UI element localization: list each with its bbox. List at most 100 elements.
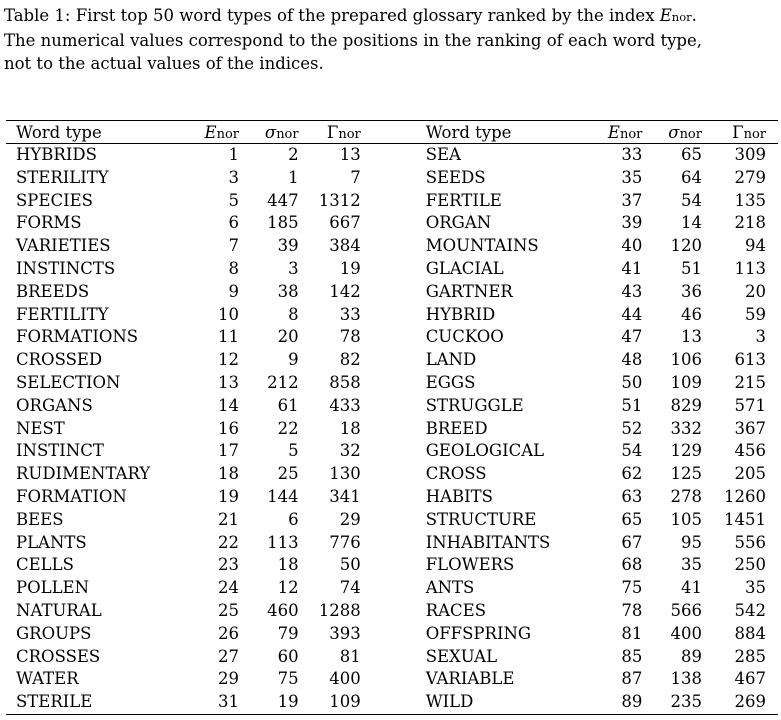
column-gap	[361, 486, 416, 509]
header-e-nor-left: Enor	[182, 120, 239, 144]
e-nor-cell-left: 23	[218, 555, 239, 575]
gamma-nor-cell-left: 393	[329, 623, 361, 643]
gamma-nor-cell-left: 19	[339, 258, 361, 278]
gamma-nor-cell-left: 1312	[318, 190, 361, 210]
word-type-cell-right: HYBRID	[425, 304, 496, 324]
sigma-nor-cell-left: 9	[288, 350, 299, 370]
sigma-nor-cell-right: 64	[680, 167, 702, 187]
table-row: SELECTION 13 212 858 EGGS 50 109 215	[6, 372, 778, 395]
e-nor-cell-left: 1	[228, 145, 240, 164]
table-row: CELLS 23 18 50 FLOWERS 68 35 250	[6, 554, 778, 577]
sigma-nor-cell-right: 138	[670, 669, 702, 689]
word-type-cell-left: FERTILITY	[16, 304, 109, 324]
sigma-nor-cell-right: 129	[670, 441, 702, 461]
ranking-table: Word type Enor σnor Γnor Word type Enor …	[6, 120, 778, 715]
e-nor-cell-right: 40	[621, 236, 643, 256]
e-nor-cell-left: 10	[218, 304, 239, 324]
gamma-nor-cell-right: 556	[734, 532, 767, 552]
sigma-nor-cell-right: 566	[670, 600, 702, 620]
word-type-cell-left: GROUPS	[16, 623, 92, 643]
table-row: PLANTS 22 113 776 INHABITANTS 67 95 556	[6, 532, 778, 555]
word-type-cell-left: CELLS	[16, 555, 74, 575]
table-row: BEES 21 6 29 STRUCTURE 65 105 1451	[6, 509, 778, 532]
sigma-nor-cell-left: 12	[277, 578, 299, 598]
e-nor-cell-right: 67	[621, 532, 643, 552]
word-type-cell-left: SELECTION	[16, 372, 121, 392]
column-gap	[361, 532, 416, 555]
column-gap	[361, 418, 416, 441]
column-gap	[361, 395, 416, 418]
gamma-nor-cell-left: 776	[329, 532, 361, 552]
sigma-nor-cell-left: 447	[267, 190, 299, 210]
word-type-cell-right: OFFSPRING	[425, 623, 532, 643]
gamma-nor-cell-right: 35	[745, 578, 766, 598]
e-nor-cell-left: 25	[218, 600, 239, 620]
e-nor-cell-right: 33	[621, 145, 643, 164]
e-nor-cell-right: 78	[621, 600, 643, 620]
word-type-cell-left: FORMATION	[16, 486, 127, 506]
e-nor-cell-left: 3	[228, 167, 240, 187]
gamma-nor-cell-right: 113	[734, 258, 767, 278]
e-nor-cell-left: 31	[182, 691, 239, 715]
header-gamma-nor-right: Γnor	[701, 120, 778, 144]
column-gap	[361, 349, 416, 372]
word-type-cell-left: BEES	[16, 509, 64, 529]
e-nor-cell-left: 17	[218, 441, 239, 461]
sigma-nor-cell-left: 8	[288, 304, 299, 324]
e-nor-cell-right: 37	[621, 190, 643, 210]
e-nor-cell-right: 85	[621, 646, 643, 666]
e-nor-cell-right: 81	[621, 623, 643, 643]
table-row: NATURAL 25 460 1288 RACES 78 566 542	[6, 600, 778, 623]
sigma-nor-cell-right: 46	[680, 304, 702, 324]
word-type-cell-left: VARIETIES	[16, 236, 111, 256]
gamma-nor-cell-right: 94	[745, 236, 766, 256]
word-type-cell-left: WATER	[16, 669, 79, 689]
table-row: CROSSED 12 9 82 LAND 48 106 613	[6, 349, 778, 372]
sigma-nor-cell-left: 19	[239, 691, 299, 715]
gamma-nor-cell-right: 59	[745, 304, 766, 324]
gamma-nor-cell-left: 1288	[318, 600, 361, 620]
e-nor-cell-right: 51	[621, 395, 643, 415]
e-nor-cell-right: 52	[621, 418, 643, 438]
sigma-nor-cell-left: 20	[277, 327, 299, 347]
word-type-cell-right: SEXUAL	[425, 646, 498, 666]
gamma-nor-cell-right: 218	[734, 213, 767, 233]
e-nor-cell-right: 62	[621, 464, 643, 484]
table-row: GROUPS 26 79 393 OFFSPRING 81 400 884	[6, 623, 778, 646]
gamma-nor-cell-right: 135	[734, 190, 767, 210]
sigma-nor-cell-left: 1	[288, 167, 299, 187]
gamma-nor-cell-left: 433	[329, 395, 361, 415]
e-nor-cell-left: 14	[218, 395, 239, 415]
gamma-nor-cell-right: 269	[701, 691, 778, 715]
column-gap	[361, 212, 416, 235]
sigma-nor-cell-right: 35	[680, 555, 702, 575]
e-nor-cell-left: 26	[218, 623, 239, 643]
sigma-nor-cell-left: 60	[277, 646, 299, 666]
table-row: INSTINCT 17 5 32 GEOLOGICAL 54 129 456	[6, 440, 778, 463]
word-type-cell-left: BREEDS	[16, 281, 90, 301]
column-gap	[361, 326, 416, 349]
column-gap	[361, 304, 416, 327]
word-type-cell-left: INSTINCTS	[16, 258, 116, 278]
word-type-cell-left: CROSSES	[16, 646, 101, 666]
e-nor-cell-left: 7	[228, 236, 240, 256]
word-type-cell-left: SPECIES	[16, 190, 93, 210]
e-nor-cell-left: 13	[218, 372, 239, 392]
gamma-nor-cell-right: 571	[734, 395, 767, 415]
word-type-cell-right: MOUNTAINS	[425, 236, 539, 256]
gamma-nor-cell-right: 367	[734, 418, 767, 438]
column-gap	[361, 440, 416, 463]
header-sigma-nor-right: σnor	[642, 120, 702, 144]
sigma-nor-cell-right: 41	[680, 578, 702, 598]
e-nor-cell-right: 39	[621, 213, 643, 233]
header-word-type-right: Word type	[415, 120, 585, 144]
gamma-nor-cell-right: 467	[734, 669, 767, 689]
gamma-nor-cell-right: 1451	[724, 509, 766, 529]
e-nor-cell-left: 24	[218, 578, 239, 598]
word-type-cell-right: INHABITANTS	[425, 532, 551, 552]
gamma-nor-cell-right: 20	[745, 281, 766, 301]
word-type-cell-right: CUCKOO	[425, 327, 504, 347]
gamma-nor-cell-left: 74	[339, 578, 361, 598]
gamma-nor-cell-right: 215	[734, 372, 767, 392]
sigma-nor-cell-left: 2	[288, 145, 299, 164]
